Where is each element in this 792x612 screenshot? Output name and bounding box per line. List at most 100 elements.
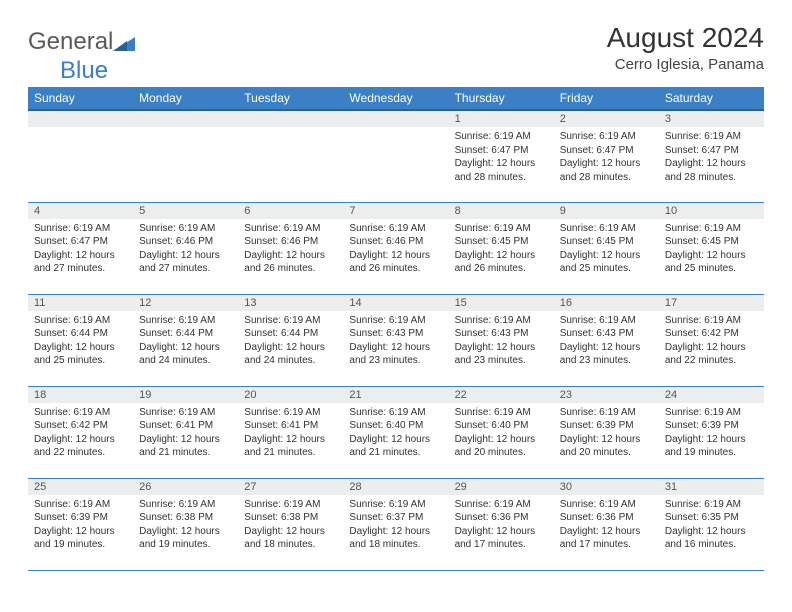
day-content: Sunrise: 6:19 AMSunset: 6:45 PMDaylight:…: [554, 219, 659, 279]
day-number-bar: [28, 111, 133, 127]
sunset-text: Sunset: 6:39 PM: [665, 419, 758, 433]
title-block: August 2024 Cerro Iglesia, Panama: [607, 22, 764, 73]
day-number-bar: 6: [238, 203, 343, 219]
sunrise-text: Sunrise: 6:19 AM: [349, 406, 442, 420]
day-content: Sunrise: 6:19 AMSunset: 6:36 PMDaylight:…: [449, 495, 554, 555]
daylight-text: Daylight: 12 hours and 19 minutes.: [665, 433, 758, 460]
logo-triangle-icon: [113, 33, 135, 56]
sunrise-text: Sunrise: 6:19 AM: [560, 314, 653, 328]
column-header: Friday: [554, 87, 659, 110]
day-content: Sunrise: 6:19 AMSunset: 6:41 PMDaylight:…: [133, 403, 238, 463]
daylight-text: Daylight: 12 hours and 23 minutes.: [349, 341, 442, 368]
sunrise-text: Sunrise: 6:19 AM: [560, 222, 653, 236]
day-number-bar: 5: [133, 203, 238, 219]
sunset-text: Sunset: 6:41 PM: [139, 419, 232, 433]
sunset-text: Sunset: 6:46 PM: [244, 235, 337, 249]
daylight-text: Daylight: 12 hours and 26 minutes.: [349, 249, 442, 276]
daylight-text: Daylight: 12 hours and 25 minutes.: [34, 341, 127, 368]
calendar-day-cell: 6Sunrise: 6:19 AMSunset: 6:46 PMDaylight…: [238, 202, 343, 294]
sunset-text: Sunset: 6:37 PM: [349, 511, 442, 525]
calendar-week-row: 25Sunrise: 6:19 AMSunset: 6:39 PMDayligh…: [28, 478, 764, 570]
day-content: Sunrise: 6:19 AMSunset: 6:47 PMDaylight:…: [554, 127, 659, 187]
calendar-day-cell: [133, 110, 238, 202]
calendar-day-cell: 25Sunrise: 6:19 AMSunset: 6:39 PMDayligh…: [28, 478, 133, 570]
sunrise-text: Sunrise: 6:19 AM: [455, 406, 548, 420]
sunrise-text: Sunrise: 6:19 AM: [244, 498, 337, 512]
sunset-text: Sunset: 6:36 PM: [560, 511, 653, 525]
sunset-text: Sunset: 6:41 PM: [244, 419, 337, 433]
calendar-day-cell: 16Sunrise: 6:19 AMSunset: 6:43 PMDayligh…: [554, 294, 659, 386]
day-number-bar: 23: [554, 387, 659, 403]
day-content: Sunrise: 6:19 AMSunset: 6:47 PMDaylight:…: [28, 219, 133, 279]
daylight-text: Daylight: 12 hours and 27 minutes.: [139, 249, 232, 276]
daylight-text: Daylight: 12 hours and 24 minutes.: [244, 341, 337, 368]
day-number-bar: 19: [133, 387, 238, 403]
daylight-text: Daylight: 12 hours and 22 minutes.: [665, 341, 758, 368]
sunrise-text: Sunrise: 6:19 AM: [244, 406, 337, 420]
daylight-text: Daylight: 12 hours and 28 minutes.: [665, 157, 758, 184]
day-content: Sunrise: 6:19 AMSunset: 6:38 PMDaylight:…: [238, 495, 343, 555]
calendar-day-cell: 17Sunrise: 6:19 AMSunset: 6:42 PMDayligh…: [659, 294, 764, 386]
calendar-day-cell: 31Sunrise: 6:19 AMSunset: 6:35 PMDayligh…: [659, 478, 764, 570]
calendar-day-cell: 1Sunrise: 6:19 AMSunset: 6:47 PMDaylight…: [449, 110, 554, 202]
sunset-text: Sunset: 6:47 PM: [455, 144, 548, 158]
day-number-bar: 17: [659, 295, 764, 311]
calendar-week-row: 18Sunrise: 6:19 AMSunset: 6:42 PMDayligh…: [28, 386, 764, 478]
column-header: Thursday: [449, 87, 554, 110]
day-number-bar: 14: [343, 295, 448, 311]
day-number-bar: 31: [659, 479, 764, 495]
day-number-bar: 4: [28, 203, 133, 219]
calendar-title: August 2024: [607, 22, 764, 54]
day-number-bar: 7: [343, 203, 448, 219]
sunset-text: Sunset: 6:43 PM: [349, 327, 442, 341]
sunset-text: Sunset: 6:47 PM: [665, 144, 758, 158]
daylight-text: Daylight: 12 hours and 25 minutes.: [560, 249, 653, 276]
sunrise-text: Sunrise: 6:19 AM: [139, 406, 232, 420]
daylight-text: Daylight: 12 hours and 20 minutes.: [560, 433, 653, 460]
day-content: Sunrise: 6:19 AMSunset: 6:42 PMDaylight:…: [659, 311, 764, 371]
sunrise-text: Sunrise: 6:19 AM: [349, 222, 442, 236]
calendar-body: 1Sunrise: 6:19 AMSunset: 6:47 PMDaylight…: [28, 110, 764, 570]
day-number-bar: 8: [449, 203, 554, 219]
calendar-day-cell: 22Sunrise: 6:19 AMSunset: 6:40 PMDayligh…: [449, 386, 554, 478]
daylight-text: Daylight: 12 hours and 25 minutes.: [665, 249, 758, 276]
calendar-day-cell: 23Sunrise: 6:19 AMSunset: 6:39 PMDayligh…: [554, 386, 659, 478]
day-number-bar: 15: [449, 295, 554, 311]
sunset-text: Sunset: 6:40 PM: [455, 419, 548, 433]
column-header: Wednesday: [343, 87, 448, 110]
day-number-bar: [133, 111, 238, 127]
calendar-day-cell: [28, 110, 133, 202]
sunset-text: Sunset: 6:46 PM: [139, 235, 232, 249]
day-number-bar: 18: [28, 387, 133, 403]
day-number-bar: 30: [554, 479, 659, 495]
day-number-bar: 2: [554, 111, 659, 127]
sunset-text: Sunset: 6:36 PM: [455, 511, 548, 525]
sunrise-text: Sunrise: 6:19 AM: [34, 498, 127, 512]
daylight-text: Daylight: 12 hours and 16 minutes.: [665, 525, 758, 552]
sunrise-text: Sunrise: 6:19 AM: [560, 130, 653, 144]
sunrise-text: Sunrise: 6:19 AM: [560, 406, 653, 420]
sunset-text: Sunset: 6:42 PM: [34, 419, 127, 433]
calendar-day-cell: 19Sunrise: 6:19 AMSunset: 6:41 PMDayligh…: [133, 386, 238, 478]
calendar-day-cell: 12Sunrise: 6:19 AMSunset: 6:44 PMDayligh…: [133, 294, 238, 386]
daylight-text: Daylight: 12 hours and 22 minutes.: [34, 433, 127, 460]
calendar-day-cell: 13Sunrise: 6:19 AMSunset: 6:44 PMDayligh…: [238, 294, 343, 386]
sunrise-text: Sunrise: 6:19 AM: [349, 314, 442, 328]
sunrise-text: Sunrise: 6:19 AM: [139, 222, 232, 236]
sunrise-text: Sunrise: 6:19 AM: [560, 498, 653, 512]
day-number-bar: 22: [449, 387, 554, 403]
calendar-day-cell: 18Sunrise: 6:19 AMSunset: 6:42 PMDayligh…: [28, 386, 133, 478]
calendar-day-cell: 26Sunrise: 6:19 AMSunset: 6:38 PMDayligh…: [133, 478, 238, 570]
day-content: Sunrise: 6:19 AMSunset: 6:46 PMDaylight:…: [238, 219, 343, 279]
sunrise-text: Sunrise: 6:19 AM: [139, 314, 232, 328]
calendar-header-row: SundayMondayTuesdayWednesdayThursdayFrid…: [28, 87, 764, 110]
calendar-day-cell: [238, 110, 343, 202]
day-content: Sunrise: 6:19 AMSunset: 6:40 PMDaylight:…: [343, 403, 448, 463]
daylight-text: Daylight: 12 hours and 19 minutes.: [34, 525, 127, 552]
sunrise-text: Sunrise: 6:19 AM: [349, 498, 442, 512]
daylight-text: Daylight: 12 hours and 18 minutes.: [349, 525, 442, 552]
calendar-day-cell: 3Sunrise: 6:19 AMSunset: 6:47 PMDaylight…: [659, 110, 764, 202]
day-number-bar: 12: [133, 295, 238, 311]
day-content: Sunrise: 6:19 AMSunset: 6:41 PMDaylight:…: [238, 403, 343, 463]
logo-text-blue: Blue: [60, 57, 108, 85]
